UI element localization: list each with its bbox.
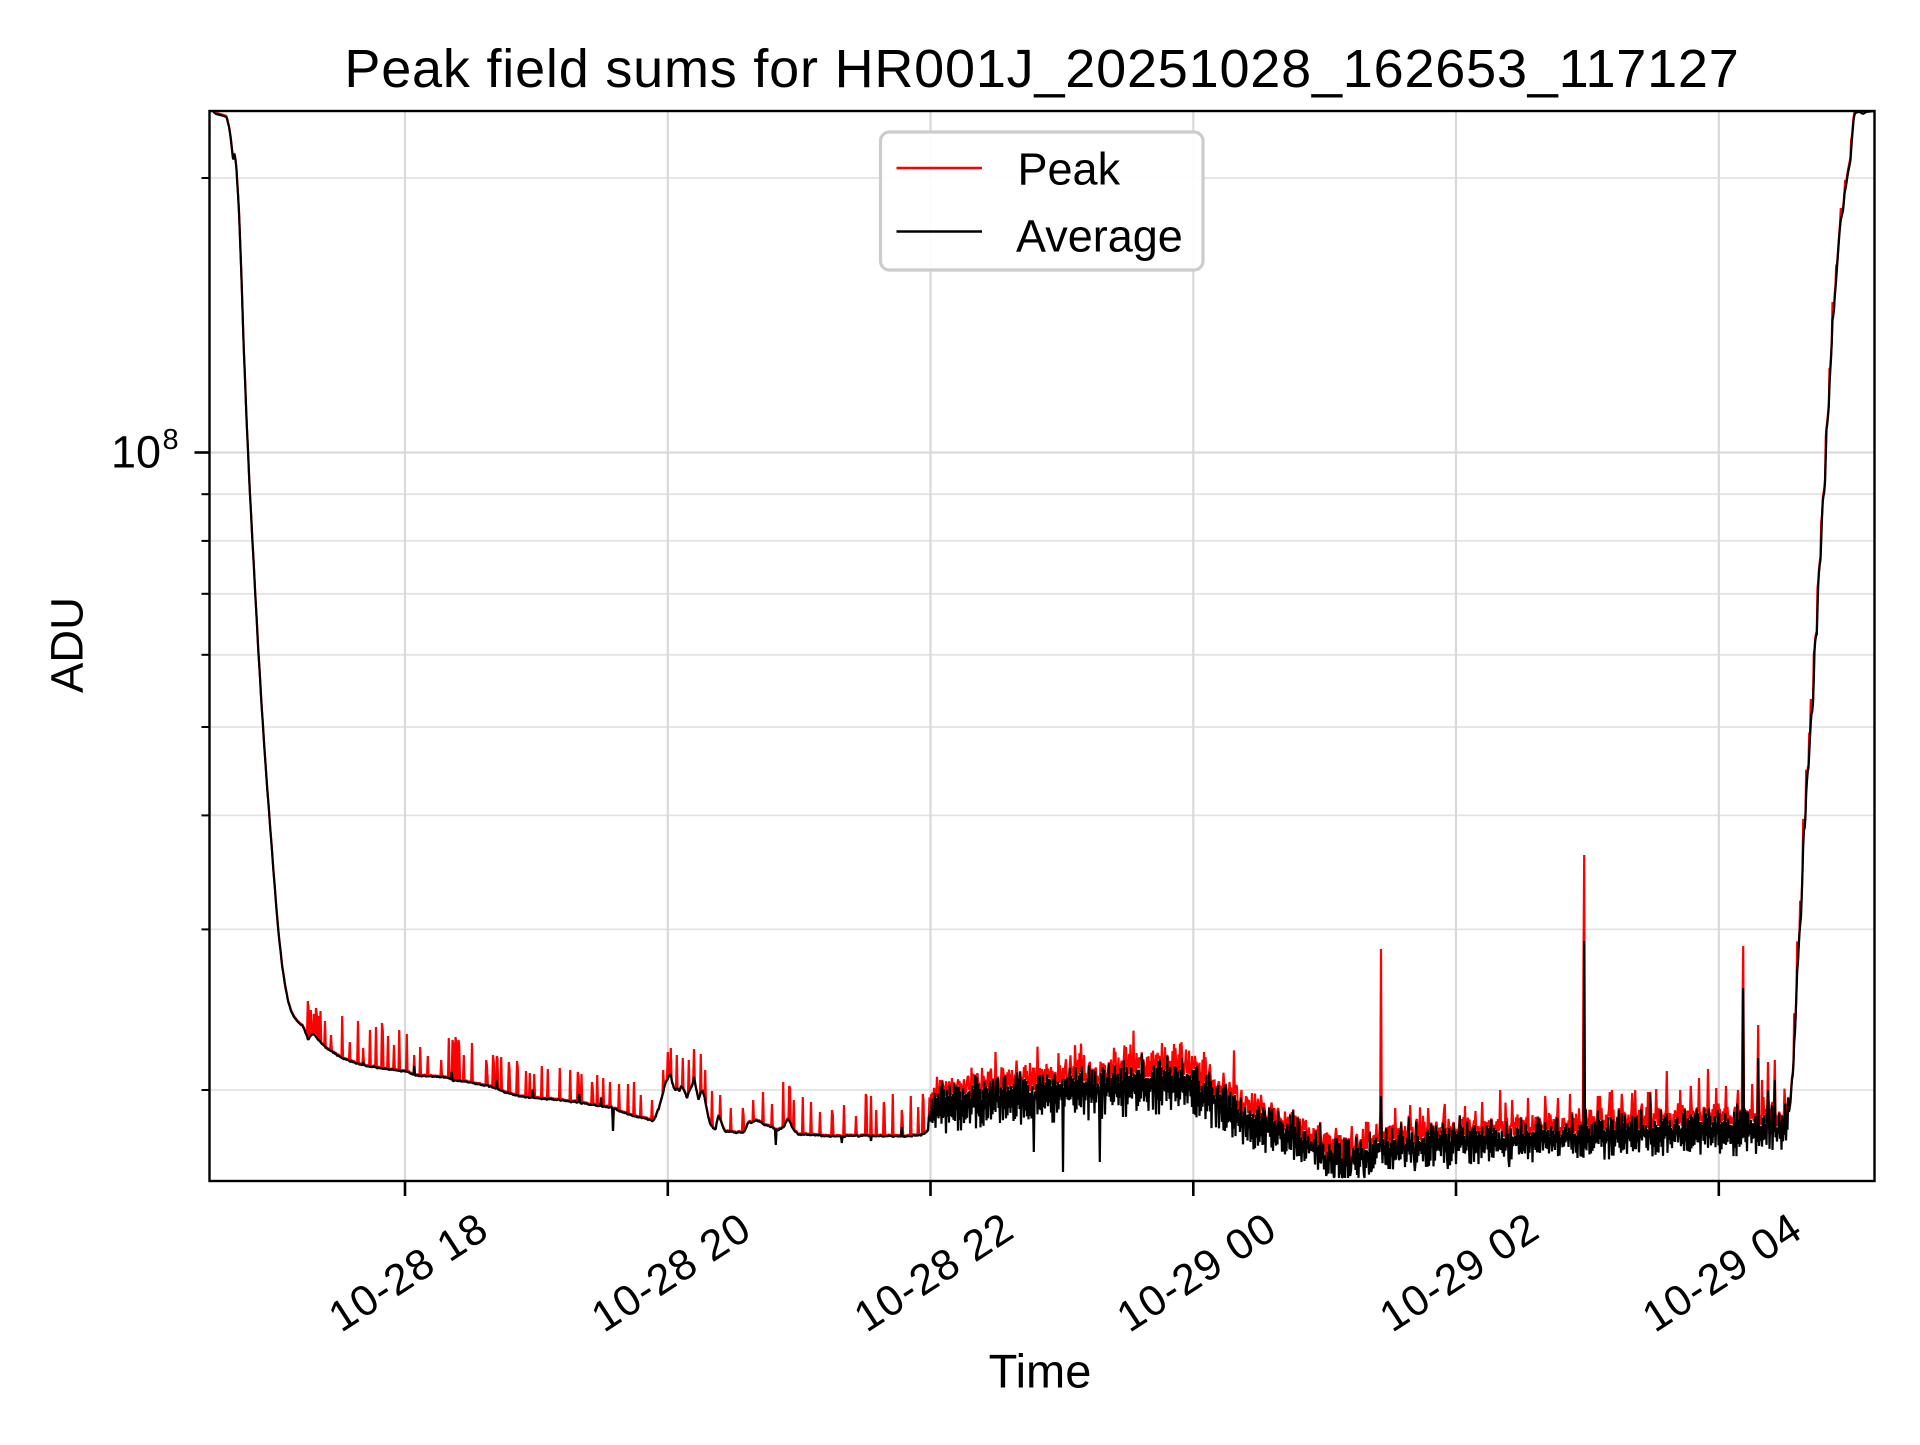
svg-text:Peak field sums for HR001J_202: Peak field sums for HR001J_20251028_1626… [344, 39, 1739, 99]
svg-text:Average: Average [1016, 211, 1183, 262]
svg-text:Peak: Peak [1018, 144, 1121, 195]
svg-text:ADU: ADU [42, 597, 93, 693]
svg-text:Time: Time [989, 1345, 1092, 1398]
svg-text:8: 8 [163, 424, 179, 456]
svg-text:10: 10 [111, 427, 161, 478]
